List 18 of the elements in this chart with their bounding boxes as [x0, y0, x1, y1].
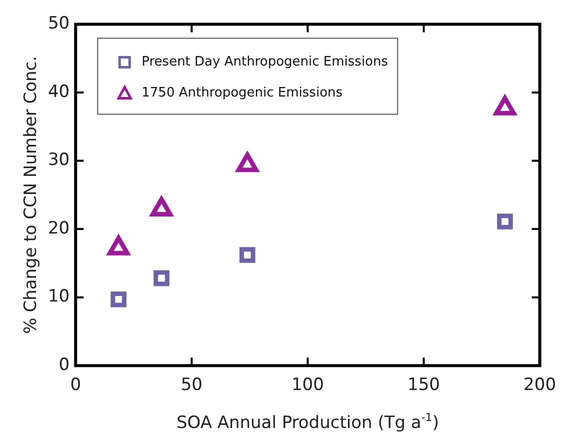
legend-label: Present Day Anthropogenic Emissions: [142, 54, 388, 70]
y-tick-label: 10: [48, 286, 70, 307]
x-tick-label: 50: [180, 375, 202, 396]
point: [154, 270, 170, 286]
point: [494, 96, 516, 116]
point: [239, 247, 256, 263]
y-tick-label: 0: [58, 355, 70, 376]
x-tick-label: 100: [291, 375, 324, 396]
x-tick-label: 150: [408, 375, 440, 396]
y-tick-label: 20: [48, 218, 70, 238]
y-tick-label: 50: [48, 14, 70, 34]
y-axis-title: % Change to CCN Number Conc.: [21, 56, 41, 334]
x-tick-label: 200: [524, 375, 556, 396]
point: [497, 214, 513, 230]
point: [110, 291, 126, 308]
y-tick-label: 30: [48, 150, 70, 170]
y-tick-label: 40: [48, 82, 70, 102]
legend-label: 1750 Anthropogenic Emissions: [142, 86, 343, 101]
